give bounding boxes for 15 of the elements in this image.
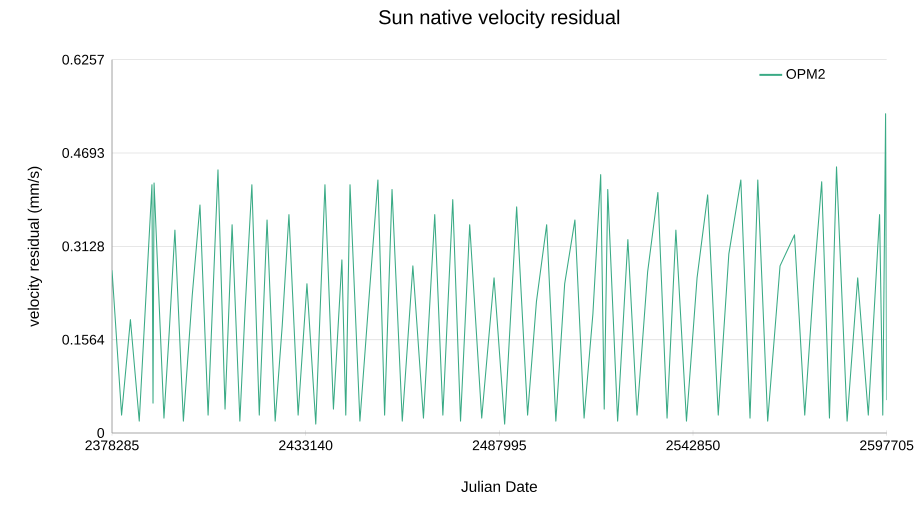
y-tick-label: 0.6257: [62, 54, 104, 65]
chart-title: Sun native velocity residual: [379, 10, 620, 28]
x-tick-label: 2542850: [666, 440, 720, 450]
x-axis-title: Julian Date: [461, 480, 537, 492]
y-tick-label: 0.3128: [62, 241, 104, 252]
y-tick-label: 0: [97, 428, 104, 438]
x-tick-label: 2378285: [85, 440, 139, 450]
legend-label: OPM2: [786, 69, 825, 79]
x-tick-label: 2433140: [279, 440, 332, 450]
line-series: [112, 113, 887, 425]
y-tick-label: 0.4693: [62, 148, 104, 158]
x-tick-label: 2597705: [860, 440, 914, 450]
x-tick-label: 2487995: [472, 440, 526, 450]
y-tick-label: 0.1564: [62, 334, 104, 345]
y-axis-title: velocity residual (mm/s): [28, 166, 42, 327]
